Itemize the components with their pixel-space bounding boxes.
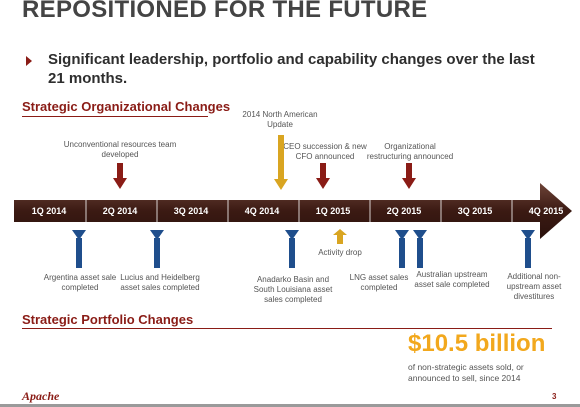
timeline-tick-5: 2Q 2015 [387, 206, 422, 216]
label-lucius-heidelberg: Lucius and Heidelberg asset sales comple… [120, 273, 200, 292]
slide-title: REPOSITIONED FOR THE FUTURE [22, 0, 428, 23]
label-anadarko: Anadarko Basin and South Louisiana asset… [253, 275, 333, 304]
section-organizational-rule [22, 116, 208, 117]
timeline-tick-1: 2Q 2014 [103, 206, 138, 216]
headline-caption: of non-strategic assets sold, or announc… [408, 362, 524, 383]
company-logo: Apache [22, 389, 60, 403]
timeline-bar [14, 183, 572, 239]
timeline-tick-7: 4Q 2015 [529, 206, 564, 216]
timeline-tick-0: 1Q 2014 [32, 206, 67, 216]
timeline: 1Q 2014 2Q 2014 3Q 2014 4Q 2014 1Q 2015 2Q 20… [14, 183, 572, 239]
label-australian: Australian upstream asset sale completed [414, 270, 490, 289]
timeline-tick-2: 3Q 2014 [174, 206, 209, 216]
label-organizational-restructuring: Organizational restructuring announced [366, 142, 454, 161]
headline-number: $10.5 billion [408, 330, 546, 357]
section-portfolio-rule [22, 328, 552, 329]
timeline-tick-4: 1Q 2015 [316, 206, 351, 216]
section-portfolio-heading: Strategic Portfolio Changes [22, 312, 194, 327]
label-lng: LNG asset sales completed [349, 273, 409, 292]
label-north-american-update: 2014 North American Update [242, 110, 318, 129]
label-ceo-succession: CEO succession & new CFO announced [283, 142, 367, 161]
label-activity-drop: Activity drop [318, 248, 362, 257]
label-additional-divestitures: Additional non-upstream asset divestitur… [506, 272, 562, 301]
label-unconventional-resources: Unconventional resources team developed [63, 140, 177, 159]
page-number: 3 [552, 392, 557, 401]
footer-bar [0, 404, 580, 407]
bullet-text: Significant leadership, portfolio and ca… [48, 51, 535, 87]
section-organizational-heading: Strategic Organizational Changes [22, 99, 231, 114]
timeline-tick-3: 4Q 2014 [245, 206, 280, 216]
bullet-triangle-icon [26, 56, 32, 66]
label-argentina: Argentina asset sale completed [43, 273, 117, 292]
timeline-tick-6: 3Q 2015 [458, 206, 493, 216]
